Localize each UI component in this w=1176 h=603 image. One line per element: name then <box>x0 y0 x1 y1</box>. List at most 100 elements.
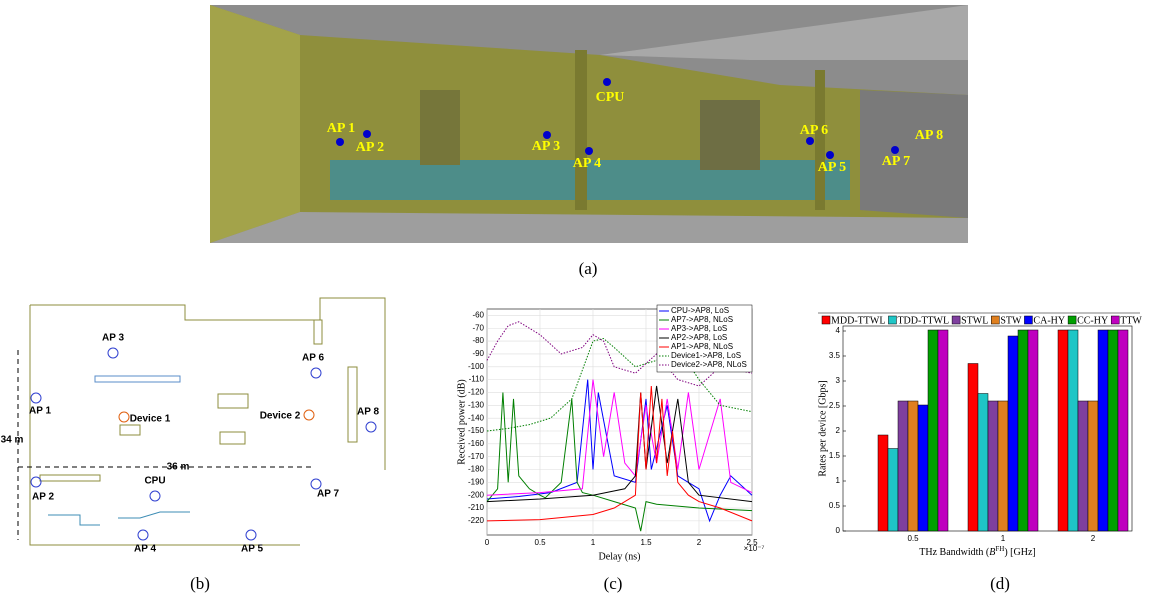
bar <box>908 401 918 531</box>
location-label: AP 2 <box>32 492 54 503</box>
caption: (b) <box>190 574 210 593</box>
legend-swatch <box>952 316 960 324</box>
bar <box>1068 330 1078 531</box>
floor-plan <box>18 298 385 545</box>
bar <box>988 401 998 531</box>
machine <box>95 376 180 382</box>
y-tick-label: 2 <box>836 426 841 435</box>
legend-swatch <box>888 316 896 324</box>
device-marker <box>119 412 129 422</box>
x-axis-label-part: ) [GHz] <box>1004 547 1035 558</box>
location-label: AP 3 <box>102 333 124 344</box>
bar <box>968 364 978 532</box>
y-tick-label: 1.5 <box>829 451 841 460</box>
x-tick-label: 2 <box>1091 534 1096 543</box>
bar <box>1118 330 1128 531</box>
bar <box>938 330 948 531</box>
ap-marker <box>311 368 321 378</box>
y-tick-label: -80 <box>472 336 484 345</box>
ap-marker <box>366 422 376 432</box>
ap-marker <box>108 348 118 358</box>
bar <box>888 449 898 532</box>
cabinet <box>420 90 460 165</box>
location-label: AP 8 <box>915 128 943 143</box>
location-label: AP 4 <box>573 156 601 171</box>
location-label: AP 6 <box>302 353 324 364</box>
x-tick-label: 0 <box>485 538 490 547</box>
ap-marker <box>31 393 41 403</box>
y-tick-label: -160 <box>468 439 485 448</box>
location-label: AP 8 <box>357 407 379 418</box>
cabinet <box>700 100 760 170</box>
y-tick-label: 2.5 <box>829 401 841 410</box>
location-label: AP 2 <box>356 140 384 155</box>
location-label: Device 1 <box>130 414 171 425</box>
legend-label: AP3->AP8, LoS <box>671 324 727 333</box>
legend-label: CC-HY <box>1077 315 1108 326</box>
figure: AP 1AP 2AP 3AP 4CPUAP 6AP 5AP 7AP 8(a) A… <box>0 0 1176 603</box>
location-label: AP 6 <box>800 123 828 138</box>
ap-marker <box>826 151 834 159</box>
x-tick-label: 1 <box>591 538 596 547</box>
x-tick-label: 1 <box>1001 534 1006 543</box>
panel-c: -60-70-80-90-100-110-120-130-140-150-160… <box>456 305 764 593</box>
location-label: AP 7 <box>317 489 339 500</box>
ap-marker <box>150 491 160 501</box>
location-label: AP 5 <box>241 544 263 555</box>
bar <box>1008 336 1018 531</box>
y-tick-label: -60 <box>472 311 484 320</box>
bar <box>998 401 1008 531</box>
bar <box>928 330 938 531</box>
location-label: CPU <box>144 476 165 487</box>
y-tick-label: 3.5 <box>829 351 841 360</box>
legend-swatch <box>1068 316 1076 324</box>
y-tick-label: -100 <box>468 362 485 371</box>
pillar <box>815 70 825 210</box>
machine <box>48 515 100 525</box>
x-tick-label: 2 <box>697 538 702 547</box>
x-offset-label: ×10⁻⁷ <box>744 544 765 553</box>
dimension-label: 34 m <box>1 435 24 446</box>
ap-marker <box>311 479 321 489</box>
right-wall <box>860 90 968 218</box>
legend-swatch <box>991 316 999 324</box>
x-axis-label: THz Bandwidth (BFH) [GHz] <box>919 545 1035 559</box>
wall <box>30 305 300 545</box>
bar <box>878 435 888 531</box>
y-tick-label: -90 <box>472 349 484 358</box>
bar <box>1088 401 1098 531</box>
y-tick-label: -190 <box>468 477 485 486</box>
y-tick-label: -110 <box>469 375 485 384</box>
y-tick-label: -140 <box>468 413 485 422</box>
machine <box>314 320 322 344</box>
ap-marker <box>543 131 551 139</box>
bar <box>898 401 908 531</box>
legend-label: TDD-TTWL <box>897 315 949 326</box>
legend-label: STW <box>1000 315 1022 326</box>
legend-label: AP2->AP8, LoS <box>671 333 727 342</box>
x-axis-label-part: THz Bandwidth ( <box>919 547 990 558</box>
caption: (a) <box>579 259 598 278</box>
y-tick-label: -150 <box>468 426 485 435</box>
dimension-label: 36 m <box>167 462 190 473</box>
legend-label: AP7->AP8, NLoS <box>671 315 733 324</box>
x-axis-label: Delay (ns) <box>599 551 641 562</box>
wall <box>30 298 385 470</box>
y-tick-label: -130 <box>468 400 485 409</box>
y-axis-label: Rates per device [Gbps] <box>817 380 828 476</box>
y-tick-label: -180 <box>468 465 485 474</box>
legend-swatch <box>822 316 830 324</box>
device-marker <box>304 410 314 420</box>
legend-label: STWL <box>961 315 988 326</box>
location-label: AP 5 <box>818 160 846 175</box>
ap-marker <box>246 530 256 540</box>
location-label: AP 7 <box>882 154 910 169</box>
y-tick-label: -210 <box>468 503 485 512</box>
pillar <box>575 50 587 210</box>
ap-marker <box>138 530 148 540</box>
legend-label: Device2->AP8, NLoS <box>671 360 747 369</box>
page: {"figure_a": {"labels": ["AP 1", "AP 2",… <box>0 0 1176 603</box>
bar <box>1078 401 1088 531</box>
location-label: AP 3 <box>532 139 560 154</box>
